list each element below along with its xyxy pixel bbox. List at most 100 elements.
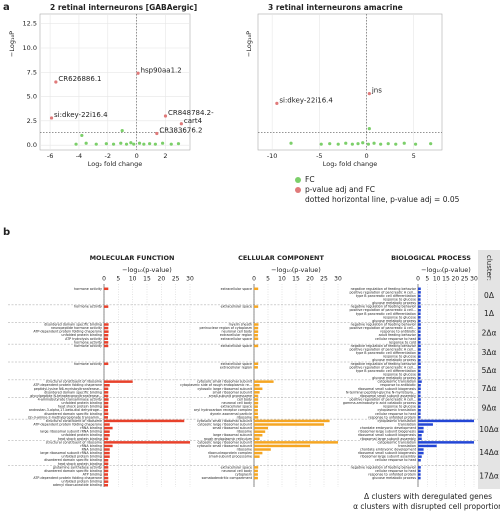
x-tick-label: 0 (416, 276, 420, 283)
category-label: ribosomal large subunit biogenesis (358, 430, 416, 434)
bar (104, 419, 185, 423)
bar (104, 469, 109, 473)
x-tick-label: 15 (442, 276, 450, 283)
bar (418, 312, 421, 316)
category-label: rough endoplasmic reticulum (204, 437, 252, 441)
cluster-label: 9Δα (482, 403, 497, 412)
category-label: hormone activity (74, 287, 102, 291)
bar (104, 287, 109, 291)
bar (418, 387, 421, 391)
data-point (413, 142, 418, 146)
bar (418, 476, 421, 480)
bar (418, 405, 421, 408)
legend-label: p-value adj and FC (305, 185, 375, 194)
category-label: response to glucose (383, 315, 416, 319)
bar (254, 326, 259, 330)
category-label: (S)-3-amino-2-methylpropionate transamin… (28, 415, 102, 419)
category-label: extracellular space (221, 465, 252, 469)
category-label: disordered domain specific binding (44, 323, 102, 327)
y-tick-label: 2.5 (27, 117, 37, 125)
x-tick-label: 5 (116, 276, 120, 283)
category-label: structural constituent of ribosome (46, 440, 102, 444)
category-label: rRNA binding (80, 426, 102, 430)
category-label: N-terminal peptidyl-glycine N-myristoyla… (346, 390, 416, 394)
bar (418, 391, 421, 394)
data-point (111, 142, 116, 146)
chart-title: MOLECULAR FUNCTION (90, 254, 175, 262)
point-label: hsp90aa1.2 (141, 66, 182, 74)
category-label: small-subunit processome (209, 455, 252, 459)
category-label: ribosome (237, 430, 252, 434)
bar (254, 362, 259, 366)
footnote: Δ clusters with deregulated genes (364, 492, 492, 501)
category-label: glycylpeptide N-tetradecanoyltransferase… (30, 394, 102, 398)
bar (418, 316, 421, 319)
data-point (148, 142, 152, 146)
data-point (104, 142, 108, 146)
data-point (80, 133, 84, 138)
bar (418, 298, 421, 301)
category-label: RNA binding (82, 448, 102, 452)
category-label: aryl hydrocarbon receptor complex (194, 408, 252, 412)
bar (254, 305, 259, 308)
category-label: ribosomal large subunit assembly (360, 437, 416, 441)
bar (418, 366, 421, 369)
x-tick-label: 30 (470, 276, 478, 283)
category-label: cellular response to heat (375, 337, 417, 341)
category-label: somatodendritic compartment (202, 476, 253, 480)
bar (254, 333, 258, 337)
data-point (94, 142, 98, 146)
legend-swatch (295, 187, 301, 193)
bar (418, 444, 437, 448)
data-point (120, 128, 124, 133)
bar (104, 433, 110, 437)
category-label: ribosomal small subunit assembly (360, 394, 416, 398)
bar (418, 423, 433, 426)
category-label: response to unfolded protein (368, 473, 416, 477)
category-label: glutamine synthetase activity (53, 465, 102, 469)
bar (418, 380, 422, 383)
chart-title: 2 retinal interneurons [GABAergic] (50, 3, 197, 12)
category-label: type B pancreatic cell differentiation (356, 312, 416, 316)
bar (254, 366, 258, 369)
category-label: positive regulation of pancreatic A cell… (349, 308, 416, 312)
bar (418, 294, 421, 298)
bar (104, 380, 133, 383)
bar (104, 362, 109, 366)
bar (104, 337, 109, 341)
data-point (366, 142, 370, 146)
bar (104, 451, 110, 455)
category-label: cytosolic small ribosomal subunit (197, 380, 253, 384)
category-label: negative regulation of feeding behavior (351, 305, 417, 309)
category-label: heat shock protein binding (58, 405, 102, 409)
bar (254, 426, 268, 430)
bar (254, 287, 259, 291)
category-label: cytoplasmic side of rough endoplasmic re… (180, 383, 252, 387)
bar (418, 344, 421, 348)
bar (254, 451, 263, 455)
chart-title: CELLULAR COMPONENT (238, 254, 324, 262)
category-label: cytoplasmic translation (377, 419, 416, 423)
data-point (356, 142, 360, 146)
bar (418, 358, 421, 362)
chart-title: 3 retinal interneurons amacrine (268, 3, 403, 12)
bar (104, 437, 109, 441)
category-label: small ribosomal subunit (213, 426, 253, 430)
bar (104, 398, 109, 401)
x-tick-label: 0 (135, 152, 139, 160)
category-label: response to unfolded protein (368, 415, 416, 419)
category-label: unfolded protein binding (61, 333, 102, 337)
plot-area (257, 13, 443, 151)
data-point (142, 142, 146, 146)
bar (104, 426, 113, 430)
data-point (372, 141, 376, 145)
x-tick-label: 10 (433, 276, 441, 283)
bar (418, 383, 421, 387)
category-label: hormone activity (74, 340, 102, 344)
bar (104, 480, 109, 483)
plot-area (39, 13, 191, 151)
category-label: cellular response to heat (375, 412, 417, 416)
data-point (350, 142, 354, 146)
data-point (54, 80, 58, 84)
